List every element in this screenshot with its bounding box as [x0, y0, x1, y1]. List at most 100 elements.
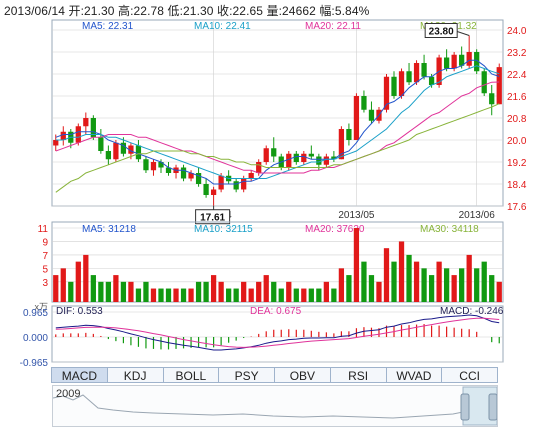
range-navigator[interactable]: 2009 [52, 385, 498, 427]
ma-line-ma30 [55, 103, 500, 193]
navigator-line [53, 394, 464, 419]
macd-legend-dif: DIF: 0.553 [56, 306, 103, 317]
price-x-tick-label: 2013/06 [459, 210, 496, 221]
tab-rsi[interactable]: RSI [329, 367, 387, 383]
price-y-tick-label: 17.6 [507, 202, 527, 213]
volume-bar [338, 268, 345, 302]
volume-bar [331, 288, 337, 302]
candle-body [90, 118, 96, 138]
candle-body [105, 151, 112, 160]
chart-svg[interactable]: 24.0 23.2 22.4 21.6 20.8 20.0 19.2 18.4 17.6 2013… [0, 0, 533, 366]
candle-body [481, 71, 487, 94]
candle-body [256, 162, 262, 173]
tab-cci[interactable]: CCI [441, 367, 498, 383]
volume-bar [459, 268, 465, 302]
low-marker-box [195, 209, 231, 225]
candle-body [218, 175, 224, 190]
ma-line-ma5 [55, 59, 500, 185]
volume-bar [368, 275, 375, 302]
low-marker-label: 17.61 [200, 213, 225, 224]
price-x-tick-label: 2013/05 [338, 210, 375, 221]
price-y-tick-label: 22.4 [507, 70, 527, 81]
candle-body [180, 167, 187, 179]
volume-bar [489, 275, 495, 302]
tab-psy[interactable]: PSY [218, 367, 275, 383]
candle-body [83, 118, 89, 127]
volume-bar [474, 268, 480, 302]
volume-bar [180, 288, 187, 302]
candle-body [150, 162, 157, 171]
volume-bar [346, 275, 352, 302]
indicator-tabs: MACD KDJ BOLL PSY OBV RSI WVAD CCI [51, 367, 498, 383]
volume-bar [398, 241, 405, 302]
volume-bar [413, 261, 420, 302]
candle-body [241, 178, 247, 190]
candle-body [489, 93, 495, 105]
candle-body [428, 76, 435, 85]
volume-bar [173, 288, 179, 302]
volume-bar [301, 288, 307, 302]
volume-bar [308, 288, 314, 302]
tab-wvad[interactable]: WVAD [385, 367, 443, 383]
volume-bar [195, 281, 202, 302]
candle-body [233, 181, 239, 190]
price-legend-ma20: MA20: 22.11 [305, 21, 361, 32]
volume-bar [271, 281, 277, 302]
volume-bar [481, 261, 487, 302]
tab-boll[interactable]: BOLL [162, 367, 220, 383]
volume-bar [158, 288, 164, 302]
candle-body [466, 52, 472, 66]
tab-kdj[interactable]: KDJ [106, 367, 164, 383]
volume-panel-frame [51, 221, 504, 303]
volume-bar [421, 268, 427, 302]
price-legend-ma10: MA10: 22.41 [194, 21, 251, 32]
volume-bar [53, 275, 59, 302]
volume-bar [113, 275, 119, 302]
volume-bar [98, 281, 104, 302]
candle-body [53, 140, 59, 146]
candle-body [398, 71, 405, 96]
candle-body [143, 159, 149, 171]
navigator-graph [53, 386, 497, 426]
volume-bar [496, 281, 502, 302]
candle-body [316, 156, 322, 165]
navigator-year-label: 2009 [56, 388, 81, 400]
volume-bar [391, 261, 397, 302]
volume-bar [120, 281, 127, 302]
volume-bar [323, 281, 329, 302]
tab-macd[interactable]: MACD [51, 367, 108, 383]
candle-body [60, 131, 66, 140]
volume-unit-label: x万 [34, 302, 48, 312]
volume-bar [451, 275, 457, 302]
navigator-right-handle [488, 393, 497, 421]
tab-obv[interactable]: OBV [274, 367, 331, 383]
volume-bar [203, 281, 209, 302]
candle-body [421, 63, 427, 77]
price-y-tick-label: 21.6 [507, 92, 527, 103]
volume-legend-ma5: MA5: 31218 [82, 224, 136, 235]
candle-body [158, 162, 164, 168]
price-y-tick-label: 20.0 [507, 136, 527, 147]
volume-legend-ma10: MA10: 32115 [194, 224, 253, 235]
volume-y-tick-label: 3 [42, 278, 48, 289]
candle-body [301, 153, 307, 162]
price-y-tick-label: 23.2 [507, 48, 527, 59]
volume-legend-ma30: MA30: 34118 [420, 224, 479, 235]
volume-bar [83, 254, 89, 302]
candle-body [135, 145, 142, 160]
candle-body [210, 189, 217, 195]
volume-bar [466, 254, 472, 302]
volume-bar [226, 288, 232, 302]
volume-bar [218, 281, 224, 302]
dif-line [55, 314, 500, 351]
candle-body [308, 153, 314, 157]
candle-body [248, 173, 254, 179]
candle-body [353, 96, 360, 140]
volume-bar [210, 275, 217, 302]
volume-bar [353, 228, 360, 302]
volume-y-tick-label: 7 [42, 251, 48, 262]
candle-body [165, 167, 172, 173]
volume-bar [293, 288, 299, 302]
volume-y-tick-label: 9 [42, 237, 48, 248]
